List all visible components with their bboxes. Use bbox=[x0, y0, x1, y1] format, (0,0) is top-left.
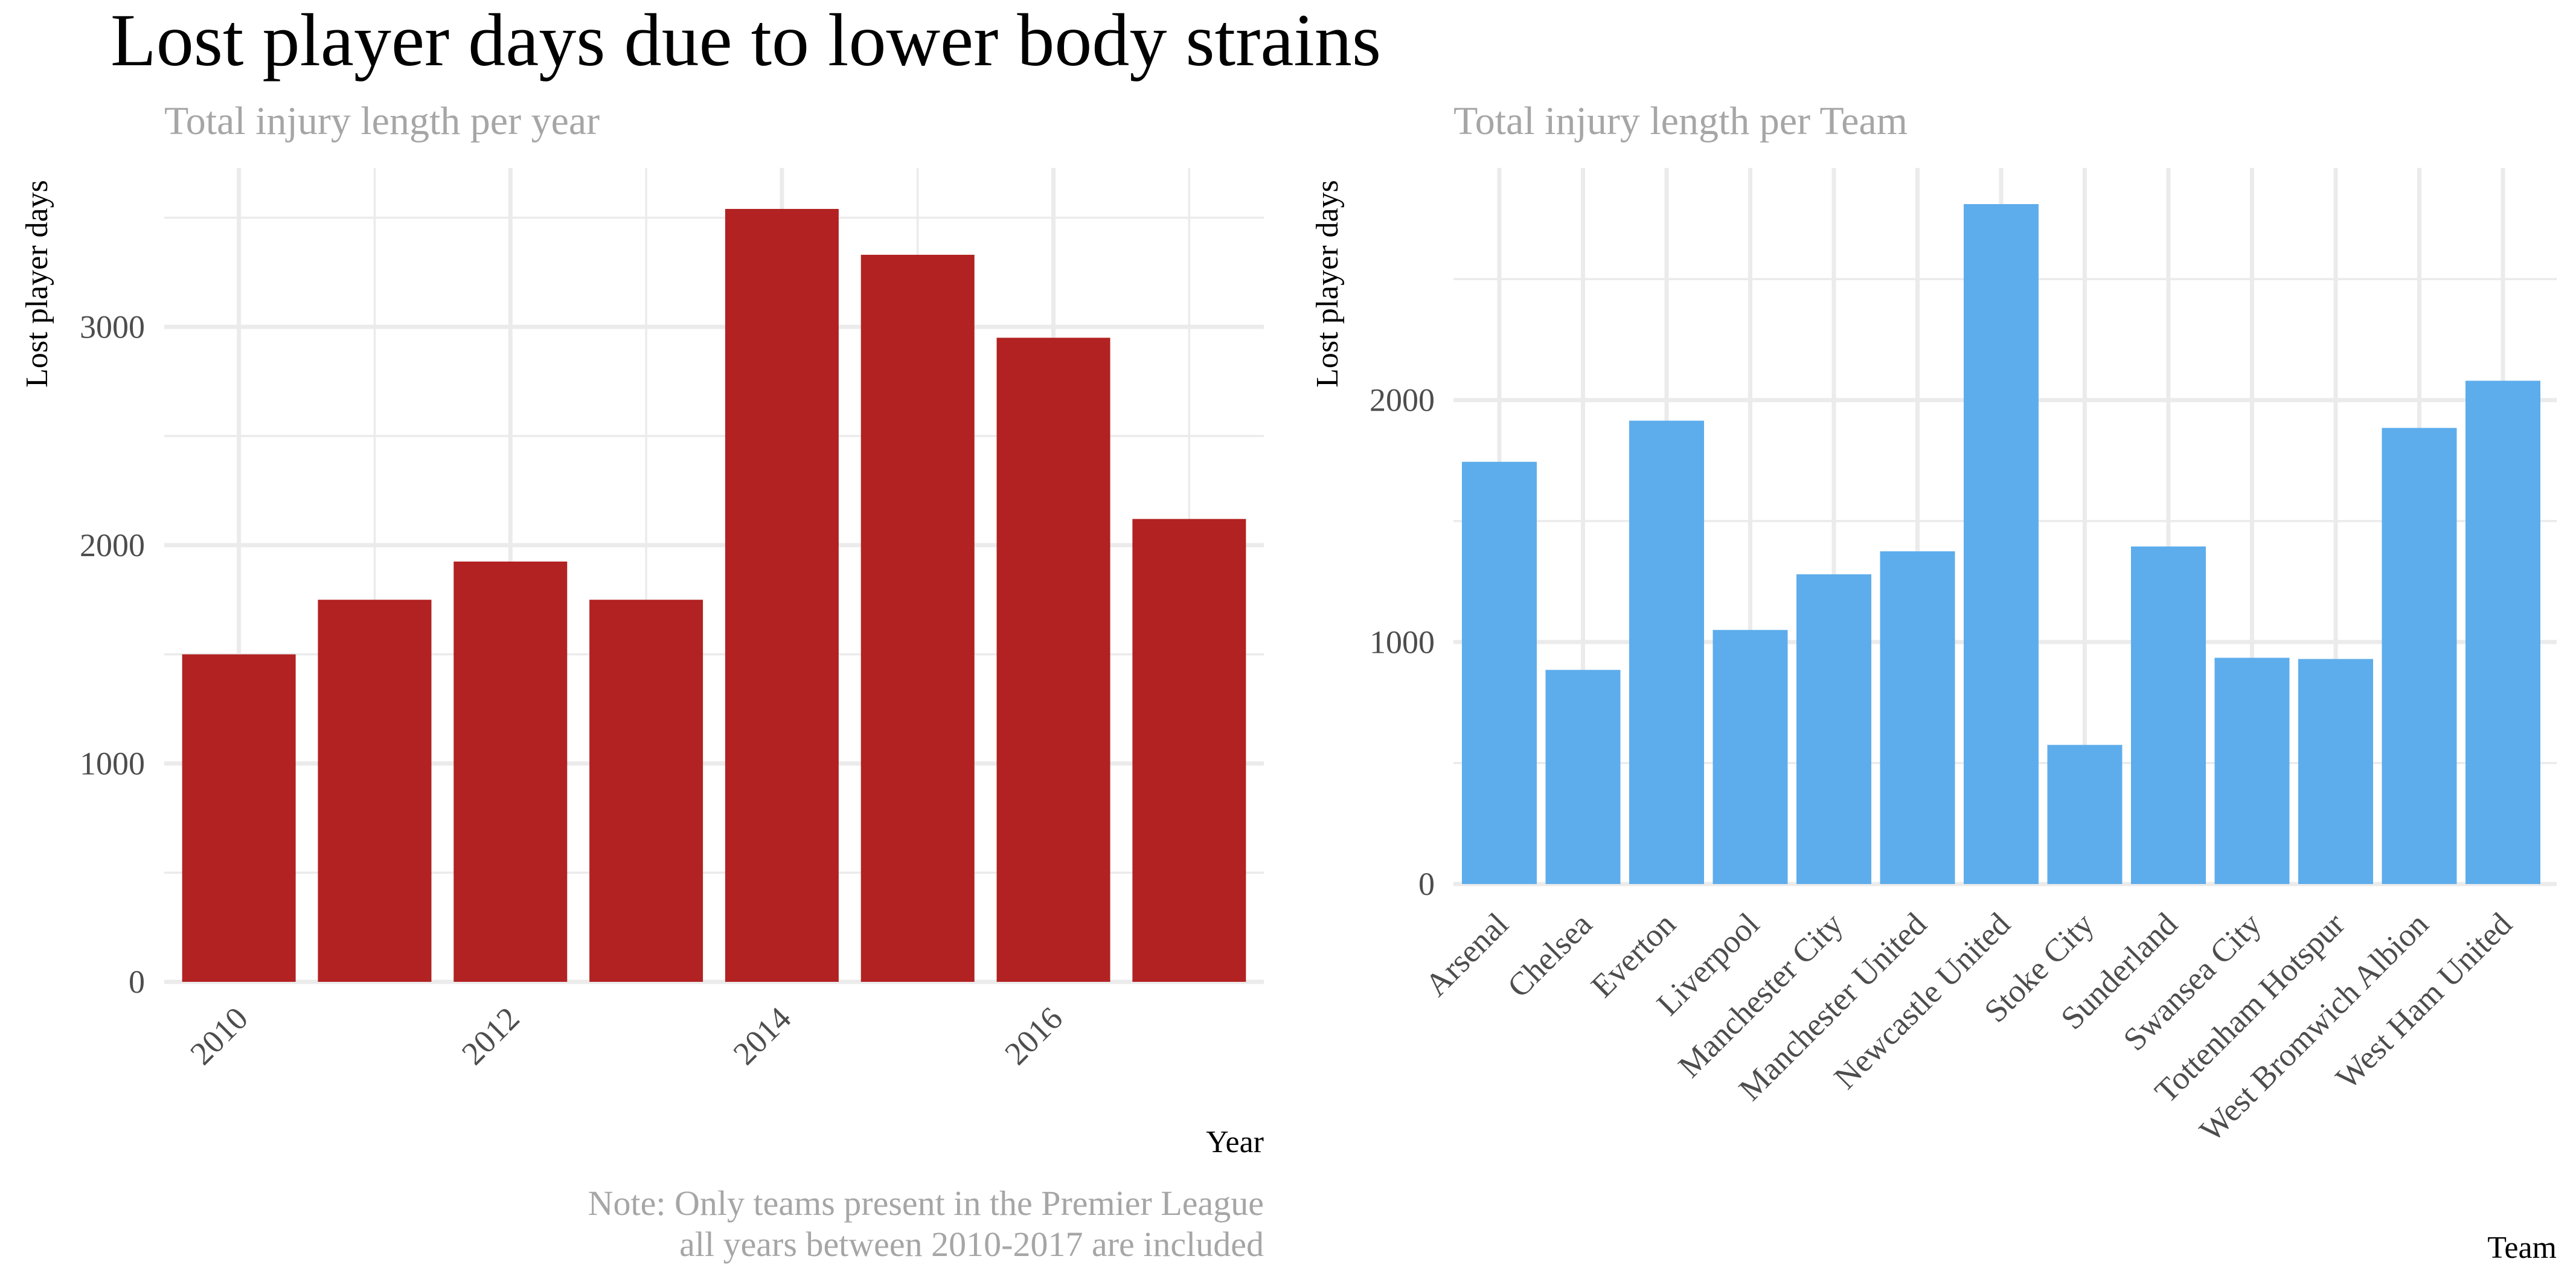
y-tick-label: 2000 bbox=[80, 527, 145, 563]
x-tick-label: Chelsea bbox=[1501, 906, 1599, 1004]
x-tick-label: 2010 bbox=[183, 1000, 255, 1072]
bar-2010 bbox=[182, 654, 296, 982]
y-tick-label: 1000 bbox=[1370, 624, 1435, 660]
bar-chelsea bbox=[1545, 670, 1621, 884]
note-line-1: Note: Only teams present in the Premier … bbox=[588, 1184, 1264, 1223]
y-tick-label: 3000 bbox=[80, 309, 145, 345]
y-tick-label: 0 bbox=[129, 964, 145, 1000]
note-line-2: all years between 2010-2017 are included bbox=[679, 1225, 1264, 1264]
team-chart-x-axis-title: Team bbox=[2487, 1231, 2557, 1265]
bar-stoke-city bbox=[2047, 745, 2123, 884]
x-tick-label: Arsenal bbox=[1418, 906, 1515, 1003]
x-tick-label: 2014 bbox=[726, 1000, 798, 1072]
bar-2016 bbox=[996, 338, 1110, 982]
year-chart-x-axis-title: Year bbox=[1206, 1125, 1264, 1159]
y-tick-label: 1000 bbox=[80, 745, 145, 781]
year-chart-panel: 0 1000 2000 3000 2010 2012 2014 2016 Total injur… bbox=[20, 99, 1264, 1159]
x-tick-label: 2016 bbox=[998, 1000, 1069, 1072]
bar-swansea-city bbox=[2214, 658, 2290, 884]
bar-2014 bbox=[725, 209, 839, 982]
team-chart-title: Total injury length per Team bbox=[1453, 99, 1908, 143]
bar-2011 bbox=[318, 600, 432, 982]
bar-west-ham-united bbox=[2465, 380, 2540, 884]
bar-sunderland bbox=[2131, 546, 2206, 884]
bar-west-bromwich-albion bbox=[2382, 428, 2457, 884]
y-tick-label: 0 bbox=[1418, 866, 1435, 902]
bar-2013 bbox=[589, 600, 703, 982]
bar-newcastle-united bbox=[1964, 204, 2039, 884]
year-chart-y-axis-title: Lost player days bbox=[20, 180, 54, 388]
team-chart-y-axis-title: Lost player days bbox=[1310, 180, 1345, 388]
bar-everton bbox=[1629, 420, 1704, 884]
year-chart-title: Total injury length per year bbox=[164, 99, 600, 143]
y-tick-label: 2000 bbox=[1370, 382, 1435, 418]
bar-arsenal bbox=[1462, 461, 1537, 884]
team-chart-panel: 010002000ArsenalChelseaEvertonLiverpoolM… bbox=[1310, 99, 2557, 1265]
bar-manchester-city bbox=[1796, 574, 1871, 884]
figure-note: Note: Only teams present in the Premier … bbox=[588, 1184, 1264, 1264]
bar-tottenham-hotspur bbox=[2298, 659, 2373, 884]
bar-2017 bbox=[1132, 519, 1246, 982]
bar-2012 bbox=[453, 561, 568, 982]
bar-liverpool bbox=[1713, 630, 1788, 884]
bar-2015 bbox=[860, 254, 975, 982]
x-tick-label: 2012 bbox=[455, 1000, 527, 1072]
bar-manchester-united bbox=[1880, 551, 1955, 884]
figure-title: Lost player days due to lower body strai… bbox=[111, 0, 1381, 82]
